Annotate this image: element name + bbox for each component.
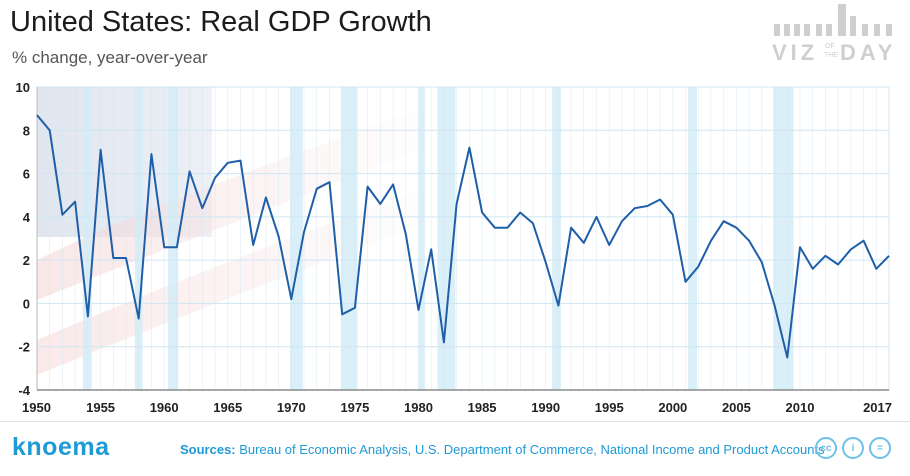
recession-band-9 bbox=[773, 87, 794, 390]
recession-band-3 bbox=[290, 87, 303, 390]
recession-band-6 bbox=[437, 87, 456, 390]
sources-label: Sources: bbox=[180, 442, 236, 457]
y-tick-label-2: 6 bbox=[23, 167, 30, 182]
x-tick-label-9: 1995 bbox=[595, 400, 624, 415]
flag-background bbox=[37, 87, 457, 390]
recession-band-2 bbox=[167, 87, 179, 390]
y-tick-label-5: 0 bbox=[23, 296, 30, 311]
chart-subtitle: % change, year-over-year bbox=[12, 48, 208, 67]
x-tick-label-13: 2017 bbox=[863, 400, 892, 415]
sources-note: Sources: Bureau of Economic Analysis, U.… bbox=[180, 442, 825, 457]
x-tick-label-3: 1965 bbox=[213, 400, 242, 415]
x-tick-label-7: 1985 bbox=[468, 400, 497, 415]
x-tick-label-2: 1960 bbox=[150, 400, 179, 415]
chart-title: United States: Real GDP Growth bbox=[10, 6, 432, 38]
y-tick-label-6: -2 bbox=[18, 340, 30, 355]
recession-band-4 bbox=[340, 87, 358, 390]
sources-text: Bureau of Economic Analysis, U.S. Depart… bbox=[239, 442, 825, 457]
cc-icon[interactable]: cc bbox=[815, 437, 837, 459]
viz-of-the-day-logo: VIZ OF THE DAY bbox=[772, 4, 896, 65]
x-tick-label-8: 1990 bbox=[531, 400, 560, 415]
x-tick-label-11: 2005 bbox=[722, 400, 751, 415]
y-tick-label-4: 2 bbox=[23, 253, 30, 268]
gdp-growth-line bbox=[36, 114, 890, 359]
brand-of: OF bbox=[825, 43, 835, 50]
x-tick-label-12: 2010 bbox=[786, 400, 815, 415]
footer-divider bbox=[0, 421, 910, 422]
recession-band-0 bbox=[82, 87, 92, 390]
x-tick-label-0: 1950 bbox=[22, 400, 51, 415]
recession-band-7 bbox=[552, 87, 561, 390]
by-icon[interactable]: i bbox=[842, 437, 864, 459]
recession-band-5 bbox=[418, 87, 425, 390]
y-tick-label-3: 4 bbox=[23, 210, 31, 225]
x-tick-label-6: 1980 bbox=[404, 400, 433, 415]
brand-day: DAY bbox=[840, 40, 896, 65]
knoema-logo[interactable]: knoema bbox=[12, 433, 110, 461]
x-tick-label-1: 1955 bbox=[86, 400, 115, 415]
gdp-growth-chart: 10 8 6 4 2 0 -2 -4 1950 1955 1960 1965 1970 1975 1980… bbox=[16, 80, 892, 415]
brand-the: THE bbox=[824, 52, 838, 59]
x-tick-label-4: 1970 bbox=[277, 400, 306, 415]
brand-viz: VIZ bbox=[772, 40, 818, 65]
recession-band-8 bbox=[688, 87, 697, 390]
y-tick-label-1: 8 bbox=[23, 123, 30, 138]
nd-icon[interactable]: = bbox=[869, 437, 891, 459]
y-tick-label-0: 10 bbox=[16, 80, 30, 95]
y-tick-label-7: -4 bbox=[18, 383, 30, 398]
x-tick-label-5: 1975 bbox=[340, 400, 369, 415]
x-tick-label-10: 2000 bbox=[658, 400, 687, 415]
